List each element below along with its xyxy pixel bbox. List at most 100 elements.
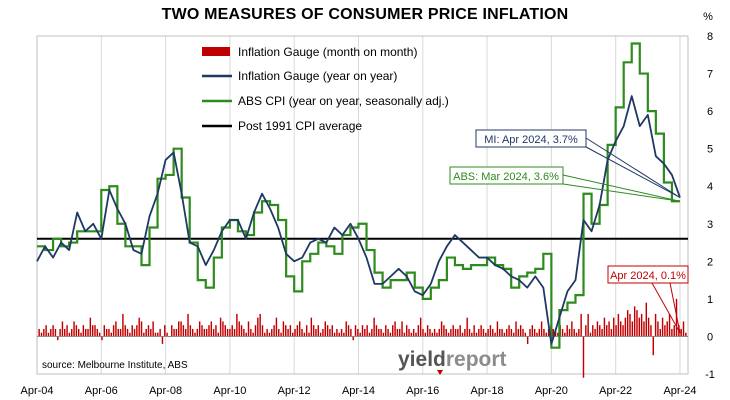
mom-bar xyxy=(415,332,417,337)
mom-bar xyxy=(240,325,243,337)
mom-bar xyxy=(247,321,250,337)
mom-bar xyxy=(371,328,373,337)
mom-bar xyxy=(380,328,382,337)
mom-bar xyxy=(508,325,510,337)
mom-bar xyxy=(647,317,650,337)
mom-bar xyxy=(96,328,99,337)
mom-bar xyxy=(80,332,82,337)
mom-bar xyxy=(668,313,671,337)
mom-bar xyxy=(640,313,643,337)
mom-bar xyxy=(603,317,606,337)
mi-yoy-line xyxy=(36,95,681,345)
mom-bar xyxy=(664,325,666,337)
mom-bar xyxy=(617,313,620,337)
mom-bar xyxy=(352,336,354,341)
mom-bar xyxy=(317,325,320,337)
y-tick-label: 4 xyxy=(707,181,713,193)
mom-bar xyxy=(94,325,96,337)
y-axis-unit: % xyxy=(703,11,713,23)
mom-bar xyxy=(575,332,578,337)
mom-annotation-text: Apr 2024, 0.1% xyxy=(610,270,686,282)
mom-bar xyxy=(152,321,154,337)
mom-bar xyxy=(340,328,343,337)
y-tick-label: 7 xyxy=(707,69,713,81)
mom-bar xyxy=(464,328,466,337)
mom-bar xyxy=(385,325,387,337)
mom-bar xyxy=(91,325,94,337)
mom-bar xyxy=(568,328,571,337)
mom-bar xyxy=(436,332,438,337)
mom-bar xyxy=(368,332,371,337)
mom-bar xyxy=(133,328,136,337)
mom-bar xyxy=(138,317,140,337)
mom-bar xyxy=(208,325,210,337)
mom-bar xyxy=(626,310,629,337)
mom-bar xyxy=(547,328,550,337)
mom-bar xyxy=(659,328,661,337)
mom-bar xyxy=(682,321,685,337)
mom-bar xyxy=(43,328,45,337)
mom-bar xyxy=(619,321,622,337)
mom-bar xyxy=(131,325,133,337)
mom-bar xyxy=(196,328,199,337)
mom-bar xyxy=(226,328,229,337)
mom-bar xyxy=(571,321,573,337)
mom-bar xyxy=(217,332,219,337)
mom-bar xyxy=(50,328,52,337)
mom-bar xyxy=(319,332,322,337)
mom-bar xyxy=(143,332,145,337)
legend-swatch-bar xyxy=(202,47,230,56)
mom-bar xyxy=(294,328,296,337)
mom-bar xyxy=(52,325,54,337)
mi-annotation-leader xyxy=(585,146,681,198)
abs-annotation-leader xyxy=(562,183,680,202)
mom-bar xyxy=(536,332,538,337)
abs-annotation-text: ABS: Mar 2024, 3.6% xyxy=(453,171,559,183)
mom-bar xyxy=(452,325,454,337)
mom-bar xyxy=(545,332,547,337)
mom-bar xyxy=(252,332,254,337)
mom-bar xyxy=(178,321,180,337)
mom-bar xyxy=(392,325,394,337)
mom-bar xyxy=(61,321,64,337)
mom-bar xyxy=(117,328,119,337)
mom-bar xyxy=(140,321,143,337)
mom-bar xyxy=(636,310,638,337)
yieldreport-logo-mark xyxy=(437,370,443,375)
mom-bar xyxy=(233,328,236,337)
mom-bar xyxy=(524,332,527,337)
mom-bar xyxy=(187,313,189,337)
mom-bar xyxy=(333,332,336,337)
mom-bar xyxy=(238,321,240,337)
mom-bar xyxy=(164,325,166,337)
mom-bar xyxy=(540,321,543,337)
mom-bar xyxy=(499,328,501,337)
mom-bar xyxy=(245,332,247,337)
mom-bar xyxy=(405,325,408,337)
x-tick-label: Apr-24 xyxy=(663,385,696,397)
mom-bar xyxy=(645,302,648,337)
mom-bar xyxy=(154,332,157,337)
mom-bar xyxy=(394,321,396,337)
mom-bar xyxy=(224,325,226,337)
mom-bar xyxy=(373,317,375,337)
mom-bar xyxy=(426,325,429,337)
mom-bar xyxy=(431,332,434,337)
mom-bar xyxy=(485,332,487,337)
mom-bar xyxy=(359,332,361,337)
mom-bar xyxy=(291,332,294,337)
mom-bar xyxy=(433,328,436,337)
mom-bar xyxy=(529,328,531,337)
mom-bar xyxy=(638,317,641,337)
mom-bar xyxy=(519,325,522,337)
mom-bar xyxy=(624,317,627,337)
mom-bar xyxy=(438,328,440,337)
x-tick-label: Apr-08 xyxy=(149,385,182,397)
mom-bar xyxy=(275,317,278,337)
mom-bar xyxy=(422,328,424,337)
abs-cpi-line xyxy=(37,42,680,349)
mom-bar xyxy=(631,321,634,337)
mom-bar xyxy=(66,325,68,337)
mom-bar xyxy=(157,332,159,337)
